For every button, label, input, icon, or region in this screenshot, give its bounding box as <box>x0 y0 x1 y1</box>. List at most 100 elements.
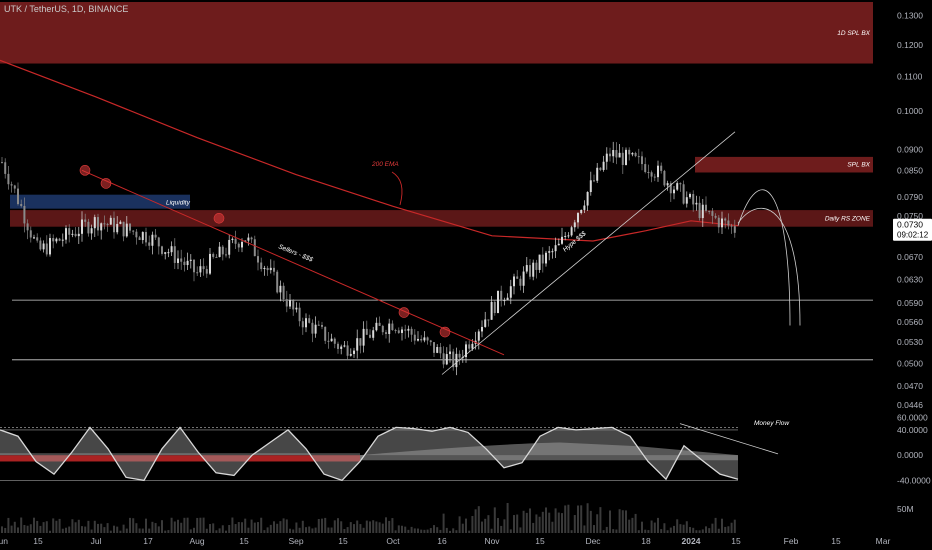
y-tick-4: 0.0900 <box>897 145 923 155</box>
candle-body-72 <box>231 238 234 240</box>
x-tick-16: Feb <box>784 536 799 546</box>
volume-bar-74 <box>237 522 240 533</box>
candle-body-183 <box>586 192 589 206</box>
volume-bar-101 <box>324 517 327 533</box>
y-tick-3: 0.1000 <box>897 106 923 116</box>
volume-bar-52 <box>167 530 170 533</box>
marker-4 <box>439 326 451 338</box>
candle-body-160 <box>513 276 515 287</box>
volume-bar-200 <box>641 521 643 533</box>
candle-body-140 <box>449 351 451 355</box>
candle-body-19 <box>61 239 64 241</box>
candles-layer <box>1 141 736 376</box>
volume-bar-81 <box>260 517 263 533</box>
candle-body-212 <box>679 183 682 185</box>
candle-body-17 <box>55 238 58 242</box>
x-tick-18: Mar <box>876 536 891 546</box>
candle-body-71 <box>228 239 231 255</box>
candle-body-87 <box>279 285 282 293</box>
candle-body-163 <box>522 271 525 286</box>
volume-bar-1 <box>4 527 7 533</box>
volume-bar-56 <box>180 522 183 533</box>
candle-body-172 <box>551 251 554 253</box>
candle-body-133 <box>426 337 429 341</box>
x-tick-5: 15 <box>239 536 249 546</box>
volume-bar-116 <box>372 520 375 533</box>
candle-body-34 <box>109 217 112 225</box>
volume-bar-44 <box>141 528 144 533</box>
candle-body-79 <box>253 239 256 257</box>
volume-bar-46 <box>148 528 151 533</box>
volume-bar-130 <box>417 528 419 533</box>
annotation-1: Sellers - $$$ <box>277 243 314 263</box>
volume-bar-128 <box>410 526 413 533</box>
volume-bar-33 <box>106 523 109 533</box>
candle-body-190 <box>609 153 611 157</box>
oscillator-layer <box>0 423 779 482</box>
candle-body-86 <box>276 271 279 293</box>
candle-body-159 <box>509 286 512 298</box>
candle-body-92 <box>295 307 298 310</box>
candle-body-97 <box>311 322 314 334</box>
candle-body-106 <box>340 346 343 349</box>
candle-body-20 <box>65 228 67 240</box>
volume-bar-183 <box>586 503 589 533</box>
candle-body-28 <box>90 228 93 234</box>
candle-body-64 <box>205 269 208 274</box>
volume-bar-59 <box>189 529 192 533</box>
candle-body-128 <box>410 328 413 335</box>
volume-bar-84 <box>269 524 272 533</box>
y-tick-13: 0.0530 <box>897 337 923 347</box>
volume-bar-109 <box>349 522 352 533</box>
candle-body-167 <box>535 262 538 270</box>
candle-body-48 <box>154 234 157 238</box>
candle-body-185 <box>593 180 595 182</box>
candle-body-80 <box>257 256 259 263</box>
candle-body-39 <box>125 223 128 237</box>
volume-bar-185 <box>593 525 595 533</box>
candle-body-102 <box>327 340 330 342</box>
volume-bar-78 <box>250 519 253 533</box>
candle-body-15 <box>49 238 51 255</box>
x-tick-3: 17 <box>143 536 153 546</box>
volume-bar-13 <box>42 522 45 533</box>
candle-body-90 <box>289 300 291 307</box>
candle-body-154 <box>493 301 496 314</box>
candle-body-13 <box>42 243 45 250</box>
candle-body-122 <box>391 323 394 331</box>
candle-body-36 <box>116 223 119 233</box>
candle-body-12 <box>39 240 42 250</box>
volume-bar-221 <box>708 528 711 533</box>
candle-body-85 <box>273 267 275 272</box>
volume-bar-28 <box>90 529 93 533</box>
candle-body-131 <box>420 338 423 341</box>
x-tick-13: 18 <box>641 536 651 546</box>
volume-bar-139 <box>445 527 448 533</box>
volume-bar-157 <box>503 519 506 533</box>
candle-body-199 <box>637 156 640 158</box>
y-tick-6: 0.0790 <box>897 192 923 202</box>
volume-bar-97 <box>311 528 314 533</box>
candle-body-178 <box>570 227 573 236</box>
price-tag <box>893 218 932 241</box>
candle-body-5 <box>17 188 19 205</box>
candle-body-101 <box>324 326 327 341</box>
volume-bar-147 <box>471 515 474 533</box>
osc-tick-1: 40.0000 <box>897 425 928 435</box>
volume-bar-118 <box>378 522 381 533</box>
volume-bar-23 <box>74 522 77 533</box>
volume-bar-162 <box>519 527 522 533</box>
candle-body-175 <box>561 236 563 244</box>
candle-body-155 <box>497 290 499 314</box>
volume-bar-197 <box>631 517 634 533</box>
volume-bar-220 <box>705 526 707 533</box>
volume-bar-57 <box>183 517 186 533</box>
candle-body-100 <box>321 324 323 327</box>
volume-bar-26 <box>84 526 87 533</box>
candle-body-145 <box>465 344 467 358</box>
volume-bar-15 <box>49 530 51 533</box>
volume-bar-3 <box>10 525 13 533</box>
volume-bar-73 <box>234 524 237 533</box>
volume-bar-175 <box>561 513 563 533</box>
volume-bar-64 <box>205 528 208 533</box>
